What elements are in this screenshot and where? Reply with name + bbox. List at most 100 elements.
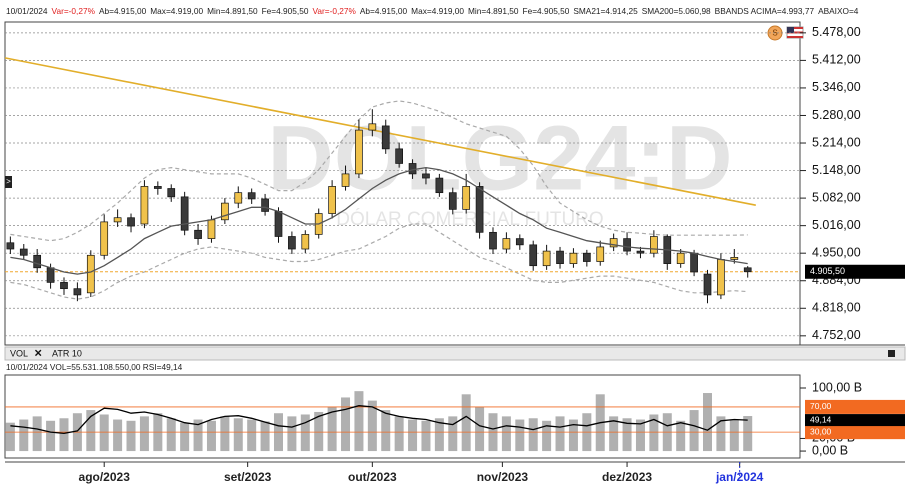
candle-body: [100, 221, 109, 256]
header-field: Max=4.919,00: [150, 6, 203, 16]
candle-body: [690, 252, 698, 273]
volume-bar: [126, 420, 136, 452]
volume-bar: [542, 420, 552, 452]
volume-bar: [448, 416, 458, 452]
candle-body: [515, 238, 524, 246]
panel-tab[interactable]: VOL: [10, 348, 28, 358]
candle-body: [435, 177, 444, 194]
volume-bar: [32, 416, 42, 452]
header-field: Min=4.891,50: [468, 6, 519, 16]
panel-maximize[interactable]: [888, 350, 895, 357]
y-tick-label: 5.412,00: [812, 53, 861, 67]
panel-close[interactable]: ✕: [34, 349, 42, 360]
flag-canton: [787, 27, 794, 33]
rsi-level-box: [805, 399, 905, 414]
candle-body: [529, 244, 538, 267]
x-tick-label: ago/2023: [79, 470, 131, 484]
candle-body: [368, 123, 377, 131]
volume-bar: [354, 391, 364, 452]
volume-bar: [99, 414, 109, 452]
volume-bar: [515, 419, 525, 452]
y-tick-label: 5.478,00: [812, 25, 861, 39]
volume-bar: [220, 416, 230, 452]
rsi-last-label: 49,14: [810, 414, 832, 424]
candle-body: [462, 186, 471, 210]
volume-bar: [260, 421, 270, 452]
candle-body: [743, 267, 752, 273]
last-price-box: [805, 264, 905, 279]
volume-bar: [622, 418, 632, 452]
volume-bar: [287, 416, 297, 452]
volume-bar: [716, 416, 726, 452]
candle-body: [609, 238, 618, 248]
volume-bar: [609, 416, 619, 452]
volume-bar: [233, 418, 243, 452]
volume-bar: [676, 420, 686, 452]
volume-bar: [113, 419, 123, 452]
header-info: 10/01/2024 Var=-0,27% Ab=4.915,00 Max=4.919…: [6, 6, 859, 16]
rsi-last-box: [805, 414, 905, 427]
volume-bar: [528, 418, 538, 452]
volume-bar: [501, 416, 511, 452]
volume-bar: [59, 418, 69, 452]
candle-body: [395, 148, 403, 164]
bollinger-upper: [10, 100, 748, 242]
candle-body: [86, 254, 95, 294]
candle-body: [569, 252, 578, 264]
candle-body: [596, 246, 605, 262]
header-field: ABAIXO=4: [818, 6, 859, 16]
candle-body: [167, 188, 176, 198]
rsi-level-box: [805, 425, 905, 440]
candle-body: [703, 273, 712, 296]
flag-stripe: [787, 31, 803, 34]
candle-body: [730, 257, 739, 260]
volume-bar: [86, 410, 96, 452]
header-field: Min=4.891,50: [207, 6, 258, 16]
scroll-marker[interactable]: [5, 176, 12, 188]
candle-body: [502, 238, 511, 250]
candle-body: [676, 252, 685, 264]
volume-bar: [206, 420, 216, 452]
candle-body: [489, 231, 497, 250]
header-field: Ab=4.915,00: [99, 6, 147, 16]
header-field: 10/01/2024: [6, 6, 48, 16]
panel-toolbar: [4, 346, 906, 361]
volume-bar: [166, 418, 176, 452]
candle-body: [140, 186, 149, 225]
candle-body: [448, 192, 457, 210]
candle-body: [6, 242, 15, 250]
header-field: Max=4.919,00: [411, 6, 464, 16]
x-tick-label: out/2023: [348, 470, 397, 484]
candle-body: [180, 196, 189, 231]
volume-bar: [555, 416, 565, 452]
y-tick-label: 5.148,00: [812, 163, 861, 177]
volume-bar: [743, 416, 753, 452]
sma21-line: [10, 166, 748, 275]
candle-body: [623, 238, 631, 252]
candle-body: [127, 217, 135, 227]
candle-body: [46, 267, 55, 283]
candle-body: [475, 186, 484, 233]
panel-tab[interactable]: ATR 10: [52, 348, 82, 358]
candle-body: [73, 288, 82, 296]
header-field: Var=-0,27%: [312, 6, 356, 16]
volume-bar: [702, 393, 712, 452]
candle-body: [650, 236, 658, 254]
volume-bar: [475, 406, 485, 452]
volume-bar: [434, 418, 444, 452]
y-tick-label: 5.280,00: [812, 108, 861, 122]
x-tick-label: dez/2023: [602, 470, 652, 484]
candle-body: [194, 229, 202, 239]
candle-body: [717, 259, 725, 296]
y-tick-label: 5.214,00: [812, 135, 861, 149]
panel-info: 10/01/2024 VOL=55.531.108.550,00 RSI=49,…: [6, 362, 183, 372]
header-field: Ab=4.915,00: [360, 6, 408, 16]
volume-bar: [139, 416, 149, 452]
volume-bar: [327, 406, 337, 452]
y-tick-label: 5.346,00: [812, 80, 861, 94]
candle-body: [355, 129, 363, 175]
panel-y-tick-label: 0,00 B: [812, 443, 848, 457]
volume-bar: [5, 422, 15, 452]
volume-bar: [367, 400, 377, 452]
volume-bar: [568, 419, 578, 452]
